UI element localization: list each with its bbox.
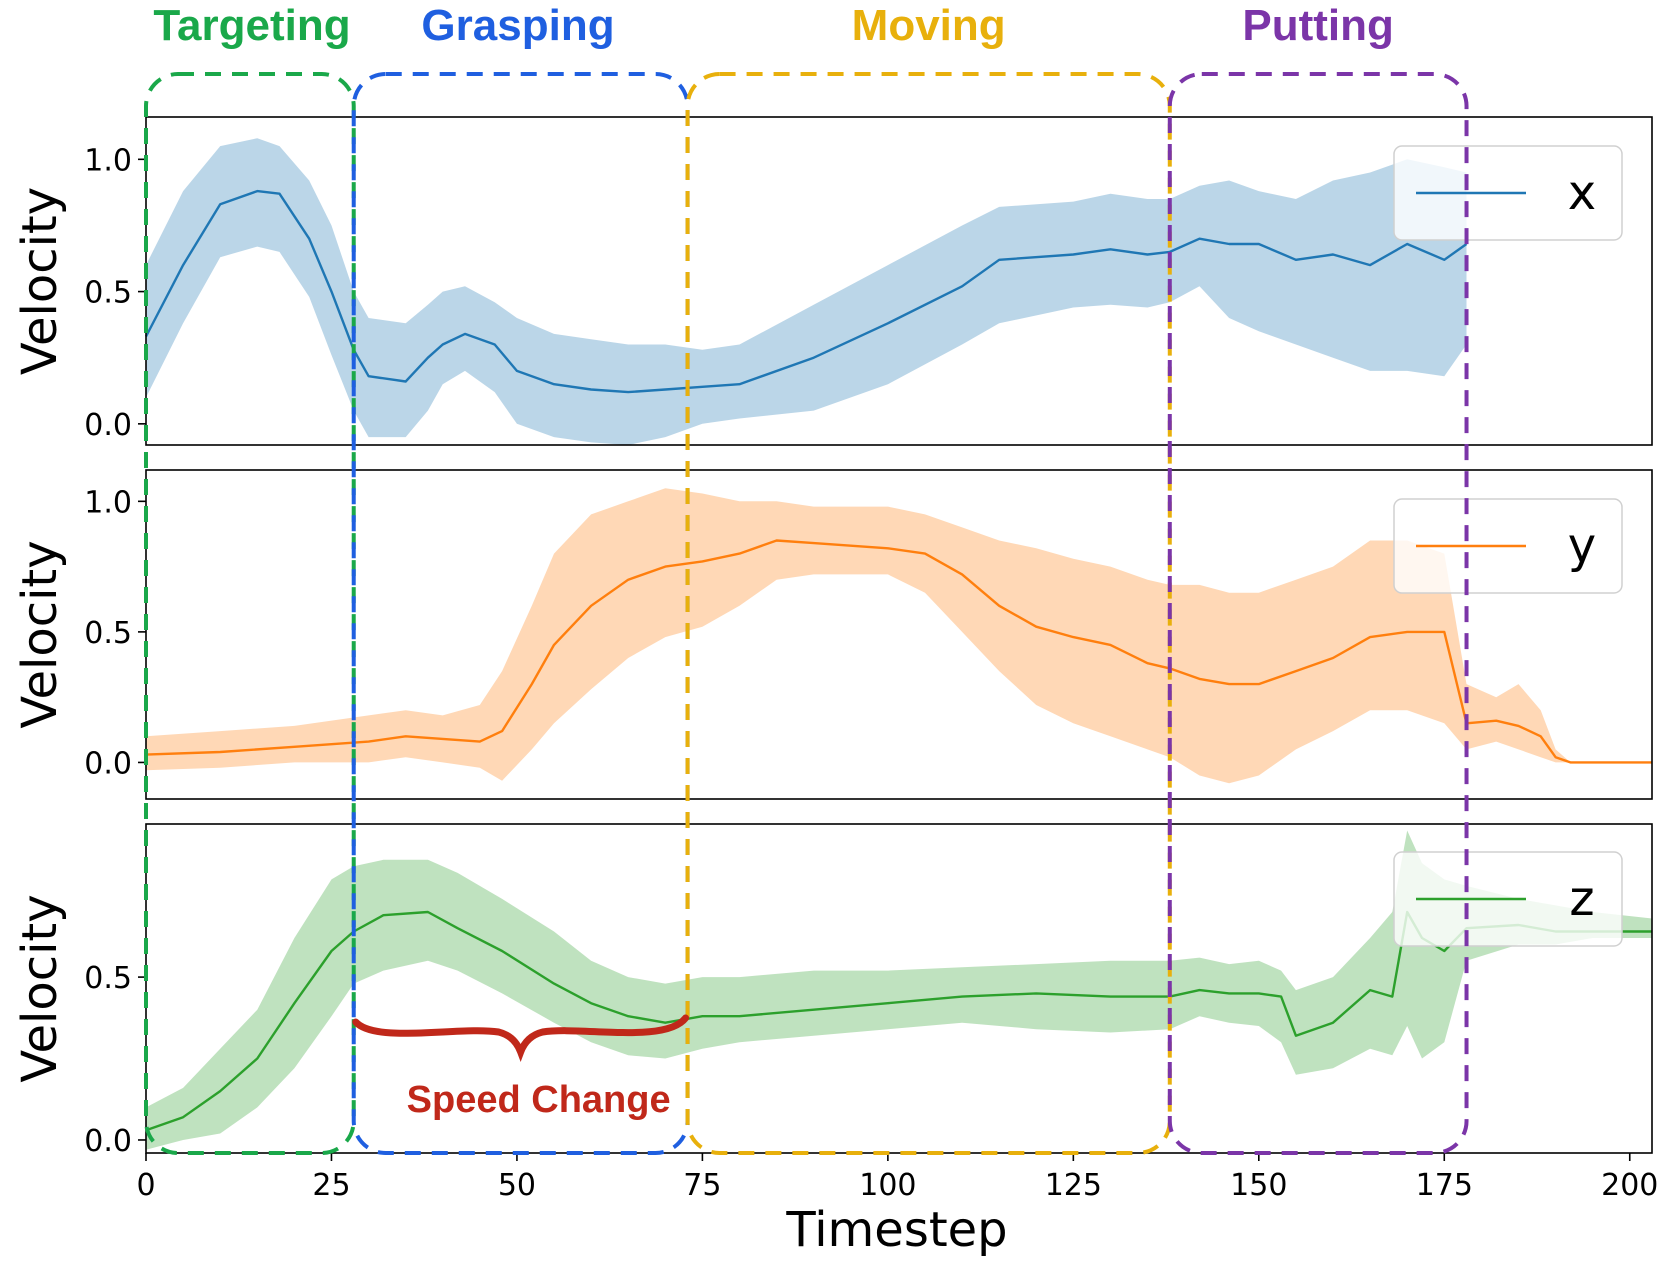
x-tick-label: 0 bbox=[136, 1168, 155, 1203]
phase-title-targeting: Targeting bbox=[153, 1, 350, 50]
phase-box-targeting bbox=[144, 72, 356, 1155]
phase-boxes-layer: Targeting Grasping Moving Putting bbox=[144, 1, 1469, 1155]
panel-frame-x bbox=[145, 116, 1653, 446]
panel-frame-y bbox=[145, 469, 1653, 800]
y-tick-label: 0.5 bbox=[84, 961, 132, 996]
speed-change-annotation: Speed Change bbox=[352, 1014, 690, 1121]
legend-label-y: y bbox=[1568, 518, 1596, 574]
band-x bbox=[146, 138, 1467, 445]
band-z bbox=[146, 830, 1652, 1150]
phase-box-grasping bbox=[351, 72, 690, 1155]
y-tick-label: 1.0 bbox=[84, 485, 132, 520]
x-tick-label: 25 bbox=[312, 1168, 350, 1203]
legend-label-z: z bbox=[1569, 871, 1594, 927]
phase-title-grasping: Grasping bbox=[421, 1, 614, 50]
legend-x: x bbox=[1393, 145, 1623, 241]
legend-z: z bbox=[1393, 851, 1623, 947]
x-tick-label: 200 bbox=[1601, 1168, 1658, 1203]
y-tick-label: 0.0 bbox=[84, 746, 132, 781]
x-tick-label: 75 bbox=[683, 1168, 721, 1203]
line-x bbox=[144, 189, 1468, 394]
legend-y: y bbox=[1393, 498, 1623, 594]
phase-title-putting: Putting bbox=[1242, 1, 1394, 50]
panel-y: 0.0 0.5 1.0 Velocity y bbox=[12, 469, 1653, 800]
x-tick-label: 150 bbox=[1230, 1168, 1287, 1203]
y-tick-label: 0.0 bbox=[84, 408, 132, 443]
y-tick-label: 0.5 bbox=[84, 616, 132, 651]
panel-z: 0.0 0.5 Velocity z 0 25 50 75 100 125 150 175 200 bbox=[12, 823, 1658, 1203]
phase-targeting: Targeting bbox=[144, 1, 356, 1155]
panel-frame-z bbox=[145, 823, 1653, 1154]
phase-title-moving: Moving bbox=[852, 1, 1006, 50]
phase-box-putting bbox=[1167, 72, 1469, 1155]
line-y bbox=[145, 539, 1652, 764]
y-tick-label: 1.0 bbox=[84, 143, 132, 178]
speed-change-label: Speed Change bbox=[407, 1079, 671, 1121]
y-tick-label: 0.5 bbox=[84, 276, 132, 311]
x-tick-label: 50 bbox=[498, 1168, 536, 1203]
x-axis-label: Timestep bbox=[785, 1202, 1007, 1258]
y-axis-label: Velocity bbox=[12, 540, 68, 728]
speed-change-brace bbox=[352, 1014, 690, 1062]
phase-grasping: Grasping bbox=[351, 1, 690, 1155]
panel-x: 0.0 0.5 1.0 Velocity x bbox=[12, 116, 1653, 446]
legend-label-x: x bbox=[1568, 165, 1596, 221]
y-tick-label: 0.0 bbox=[84, 1124, 132, 1159]
x-tick-label: 125 bbox=[1045, 1168, 1102, 1203]
band-y bbox=[146, 488, 1652, 784]
phase-putting: Putting bbox=[1167, 1, 1469, 1155]
x-tick-label: 100 bbox=[859, 1168, 916, 1203]
x-tick-label: 175 bbox=[1416, 1168, 1473, 1203]
y-axis-label: Velocity bbox=[12, 894, 68, 1082]
y-axis-label: Velocity bbox=[12, 187, 68, 375]
